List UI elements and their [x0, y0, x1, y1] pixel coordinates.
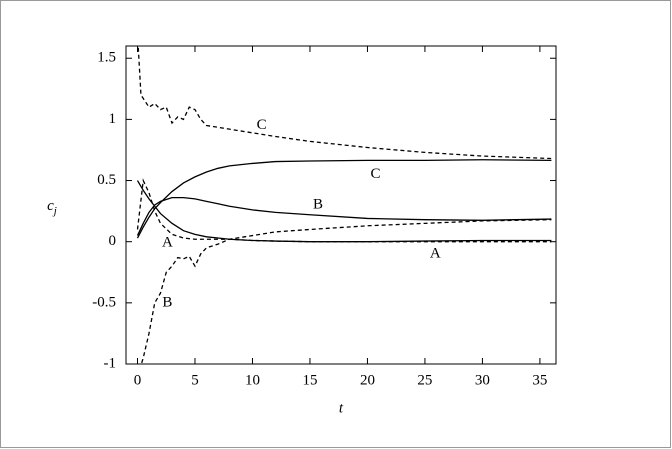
series-label: B — [313, 196, 323, 212]
series-label: C — [370, 166, 380, 182]
x-tick-label: 35 — [532, 372, 547, 388]
x-tick-label: 30 — [475, 372, 490, 388]
series-line — [136, 178, 552, 243]
plot-area — [136, 46, 552, 364]
plot-border — [125, 45, 557, 365]
y-axis-label: cj — [47, 198, 57, 216]
series-label: A — [162, 234, 173, 250]
series-label: A — [430, 245, 441, 261]
series-label: C — [257, 117, 267, 133]
series-line — [140, 219, 552, 364]
x-axis-label: t — [339, 400, 344, 416]
series-label: B — [162, 294, 172, 310]
x-tick-label: 25 — [417, 372, 432, 388]
x-tick-label: 10 — [245, 372, 260, 388]
y-tick-label: 1 — [109, 111, 117, 127]
y-tick-label: -0.5 — [92, 294, 116, 310]
y-tick-label: -1 — [104, 355, 117, 371]
series-line — [137, 46, 552, 160]
y-tick-label: 1.5 — [97, 50, 116, 66]
x-tick-label: 20 — [360, 372, 375, 388]
x-tick-label: 15 — [302, 372, 317, 388]
y-label-subscript: j — [52, 205, 57, 217]
x-tick-label: 0 — [134, 372, 142, 388]
y-label-base: c — [47, 198, 54, 214]
x-tick-label: 5 — [191, 372, 199, 388]
y-tick-label: 0 — [109, 233, 117, 249]
y-tick-label: 0.5 — [97, 172, 116, 188]
